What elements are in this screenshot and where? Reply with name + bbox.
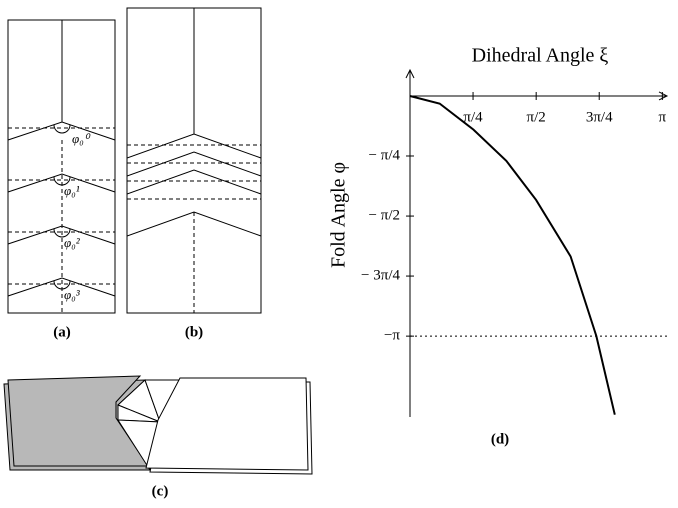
crease — [126, 211, 262, 237]
caption: (c) — [152, 483, 169, 499]
caption: (a) — [53, 324, 71, 340]
angle-label: φ₀³ — [64, 287, 81, 302]
y-axis-label: Fold Angle φ — [328, 162, 350, 268]
caption: (d) — [491, 431, 509, 447]
panel-b: (b) — [126, 7, 262, 340]
folded-gray — [7, 375, 149, 467]
y-tick-label: −π — [384, 328, 400, 344]
arrow — [658, 91, 669, 101]
angle-arc — [53, 176, 71, 186]
x-axis-label: Dihedral Angle ξ — [472, 45, 609, 67]
y-tick-label: − π/2 — [369, 207, 400, 223]
x-tick-label: 3π/4 — [586, 109, 613, 125]
chart-d: Dihedral Angle ξ Fold Angle φ (d) π/4 π/2… — [328, 45, 669, 447]
y-tick-label: − π/4 — [369, 147, 401, 163]
crease — [7, 277, 116, 297]
caption: (b) — [185, 324, 203, 340]
x-tick-label: π — [659, 109, 667, 125]
angle-arc — [53, 280, 71, 290]
x-tick-label: π/2 — [527, 109, 546, 125]
angle-label: φ₀² — [64, 235, 81, 250]
angle-arc — [53, 124, 71, 134]
panel-a: φ₀⁰ φ₀¹ φ₀² φ₀³ (a) — [7, 19, 116, 340]
crease — [7, 173, 116, 193]
angle-arc — [53, 228, 71, 238]
crease — [7, 225, 116, 245]
arrow — [405, 68, 415, 79]
angle-label: φ₀¹ — [64, 183, 80, 198]
crease — [126, 151, 262, 177]
flap — [145, 377, 309, 471]
crease — [7, 121, 116, 141]
crease — [126, 169, 262, 195]
x-tick-label: π/4 — [463, 109, 483, 125]
curve — [409, 95, 616, 415]
y-tick-label: − 3π/4 — [361, 267, 400, 283]
crease — [126, 133, 262, 159]
panel-c: (c) — [3, 375, 313, 499]
angle-label: φ₀⁰ — [72, 131, 91, 146]
